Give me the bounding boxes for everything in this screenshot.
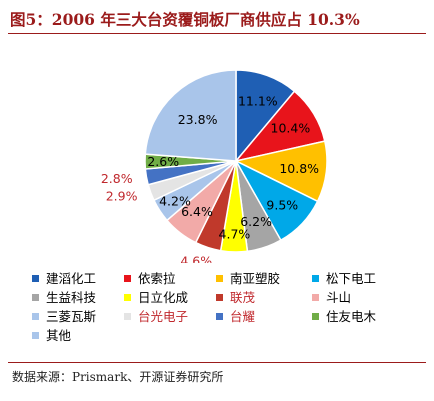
legend-swatch xyxy=(32,313,39,320)
legend-swatch xyxy=(32,332,39,339)
data-source: 数据来源：Prismark、开源证券研究所 xyxy=(12,370,224,384)
slice-label-3: 9.5% xyxy=(266,197,298,212)
slice-label-5: 4.7% xyxy=(219,226,251,241)
legend-swatch xyxy=(124,294,131,301)
legend-label: 南亚塑胶 xyxy=(230,271,281,286)
slice-label-12: 23.8% xyxy=(178,112,218,127)
legend-item-3: 松下电工 xyxy=(312,271,412,286)
legend-item-12: 其他 xyxy=(32,328,124,343)
legend-item-1: 依索拉 xyxy=(124,271,216,286)
legend-item-0: 建滔化工 xyxy=(32,271,124,286)
legend-label: 建滔化工 xyxy=(46,271,97,286)
slice-label-10: 2.8% xyxy=(101,171,133,186)
chart-legend: 建滔化工 依索拉 南亚塑胶 松下电工生益科技 日立化成 联茂 斗山三菱瓦斯 台光电子 台耀 住友电… xyxy=(32,271,426,343)
legend-swatch xyxy=(312,275,319,282)
legend-swatch xyxy=(312,294,319,301)
legend-swatch xyxy=(32,294,39,301)
slice-label-4: 6.2% xyxy=(240,214,272,229)
legend-item-9: 台光电子 xyxy=(124,309,216,324)
slice-label-1: 10.4% xyxy=(271,120,311,135)
legend-swatch xyxy=(216,313,223,320)
slice-label-7: 6.4% xyxy=(181,204,213,219)
legend-label: 三菱瓦斯 xyxy=(46,309,97,324)
legend-label: 斗山 xyxy=(326,290,352,305)
legend-swatch xyxy=(312,313,319,320)
legend-swatch xyxy=(124,313,131,320)
legend-label: 生益科技 xyxy=(46,290,97,305)
legend-item-4: 生益科技 xyxy=(32,290,124,305)
source-divider xyxy=(8,362,426,363)
title-divider xyxy=(8,33,426,34)
legend-item-5: 日立化成 xyxy=(124,290,216,305)
legend-item-11: 住友电木 xyxy=(312,309,412,324)
slice-label-8: 4.2% xyxy=(159,193,191,208)
legend-swatch xyxy=(124,275,131,282)
legend-label: 依索拉 xyxy=(138,271,176,286)
legend-item-8: 三菱瓦斯 xyxy=(32,309,124,324)
slice-label-2: 10.8% xyxy=(279,161,319,176)
legend-item-2: 南亚塑胶 xyxy=(216,271,312,286)
legend-swatch xyxy=(216,275,223,282)
chart-title: 图5：2006 年三大台资覆铜板厂商供应占 10.3% xyxy=(10,10,360,29)
legend-label: 台耀 xyxy=(230,309,256,324)
legend-item-7: 斗山 xyxy=(312,290,412,305)
legend-swatch xyxy=(216,294,223,301)
pie-chart: 11.1% 10.4% 10.8% 9.5% 6.2%4.7% 4.6% 6.4%4.2% 2… xyxy=(101,69,328,263)
legend-label: 其他 xyxy=(46,328,72,343)
slice-label-11: 2.6% xyxy=(147,154,179,169)
legend-label: 台光电子 xyxy=(138,309,189,324)
pie-slice-12 xyxy=(144,69,237,162)
legend-label: 松下电工 xyxy=(326,271,377,286)
slice-label-6: 4.6% xyxy=(180,253,212,263)
legend-item-10: 台耀 xyxy=(216,309,312,324)
slice-label-0: 11.1% xyxy=(238,94,278,109)
legend-label: 联茂 xyxy=(230,290,256,305)
legend-swatch xyxy=(32,275,39,282)
legend-item-6: 联茂 xyxy=(216,290,312,305)
slice-label-9: 2.9% xyxy=(106,189,138,204)
legend-label: 住友电木 xyxy=(326,309,377,324)
legend-label: 日立化成 xyxy=(138,290,189,305)
